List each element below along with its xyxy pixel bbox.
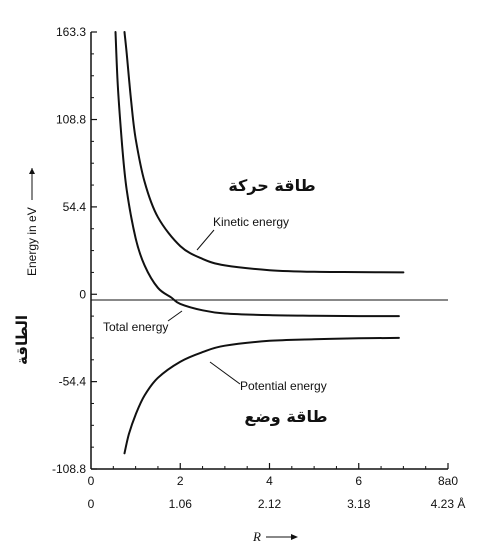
y-axis-title-arabic: الطاقة [13, 315, 31, 365]
y-axis-title-group: الطاقة Energy in eV [13, 168, 39, 365]
y-tick-label: -108.8 [52, 462, 86, 476]
series-line-total-energy [114, 31, 400, 318]
y-axis-title-arrowhead [29, 168, 35, 174]
y-tick-label: -54.4 [59, 375, 87, 389]
y-tick-label: 54.4 [63, 200, 87, 214]
x-tick-label-a0: 6 [355, 474, 362, 488]
kinetic-energy-pointer [196, 229, 215, 251]
total-energy-pointer [167, 310, 183, 322]
x-ticks: 0 2 4 6 8a0 0 1.06 2.12 3.18 4.23 Å [88, 463, 466, 511]
x-tick-label-angstrom: 2.12 [258, 497, 282, 511]
x-tick-label-angstrom: 1.06 [169, 497, 193, 511]
x-axis-title: R [252, 529, 261, 544]
x-tick-label-a0: 4 [266, 474, 273, 488]
x-tick-label-angstrom: 3.18 [347, 497, 371, 511]
total-energy-label: Total energy [103, 320, 168, 334]
x-tick-label-angstrom: 4.23 Å [431, 496, 466, 511]
y-ticks: 163.3 108.8 54.4 0 -54.4 -108.8 [52, 25, 97, 476]
y-tick-label: 163.3 [56, 25, 86, 39]
kinetic-arabic-label: طاقة حركة [228, 176, 315, 195]
x-axis-title-arrowhead [291, 534, 298, 540]
y-tick-label: 108.8 [56, 113, 86, 127]
potential-energy-pointer [209, 361, 241, 385]
potential-energy-label: Potential energy [240, 379, 327, 393]
x-tick-label-a0: 0 [88, 474, 95, 488]
x-tick-label-angstrom: 0 [88, 497, 95, 511]
y-axis-title: Energy in eV [25, 207, 39, 276]
potential-arabic-label: طاقة وضع [244, 407, 327, 426]
series-group [114, 31, 405, 455]
x-tick-label-a0: 2 [177, 474, 184, 488]
x-tick-label-a0: 8a0 [438, 474, 458, 488]
kinetic-energy-label: Kinetic energy [213, 215, 289, 229]
series-line-kinetic-energy [123, 31, 405, 274]
y-tick-label: 0 [79, 287, 86, 301]
series-line-potential-energy [123, 336, 400, 455]
